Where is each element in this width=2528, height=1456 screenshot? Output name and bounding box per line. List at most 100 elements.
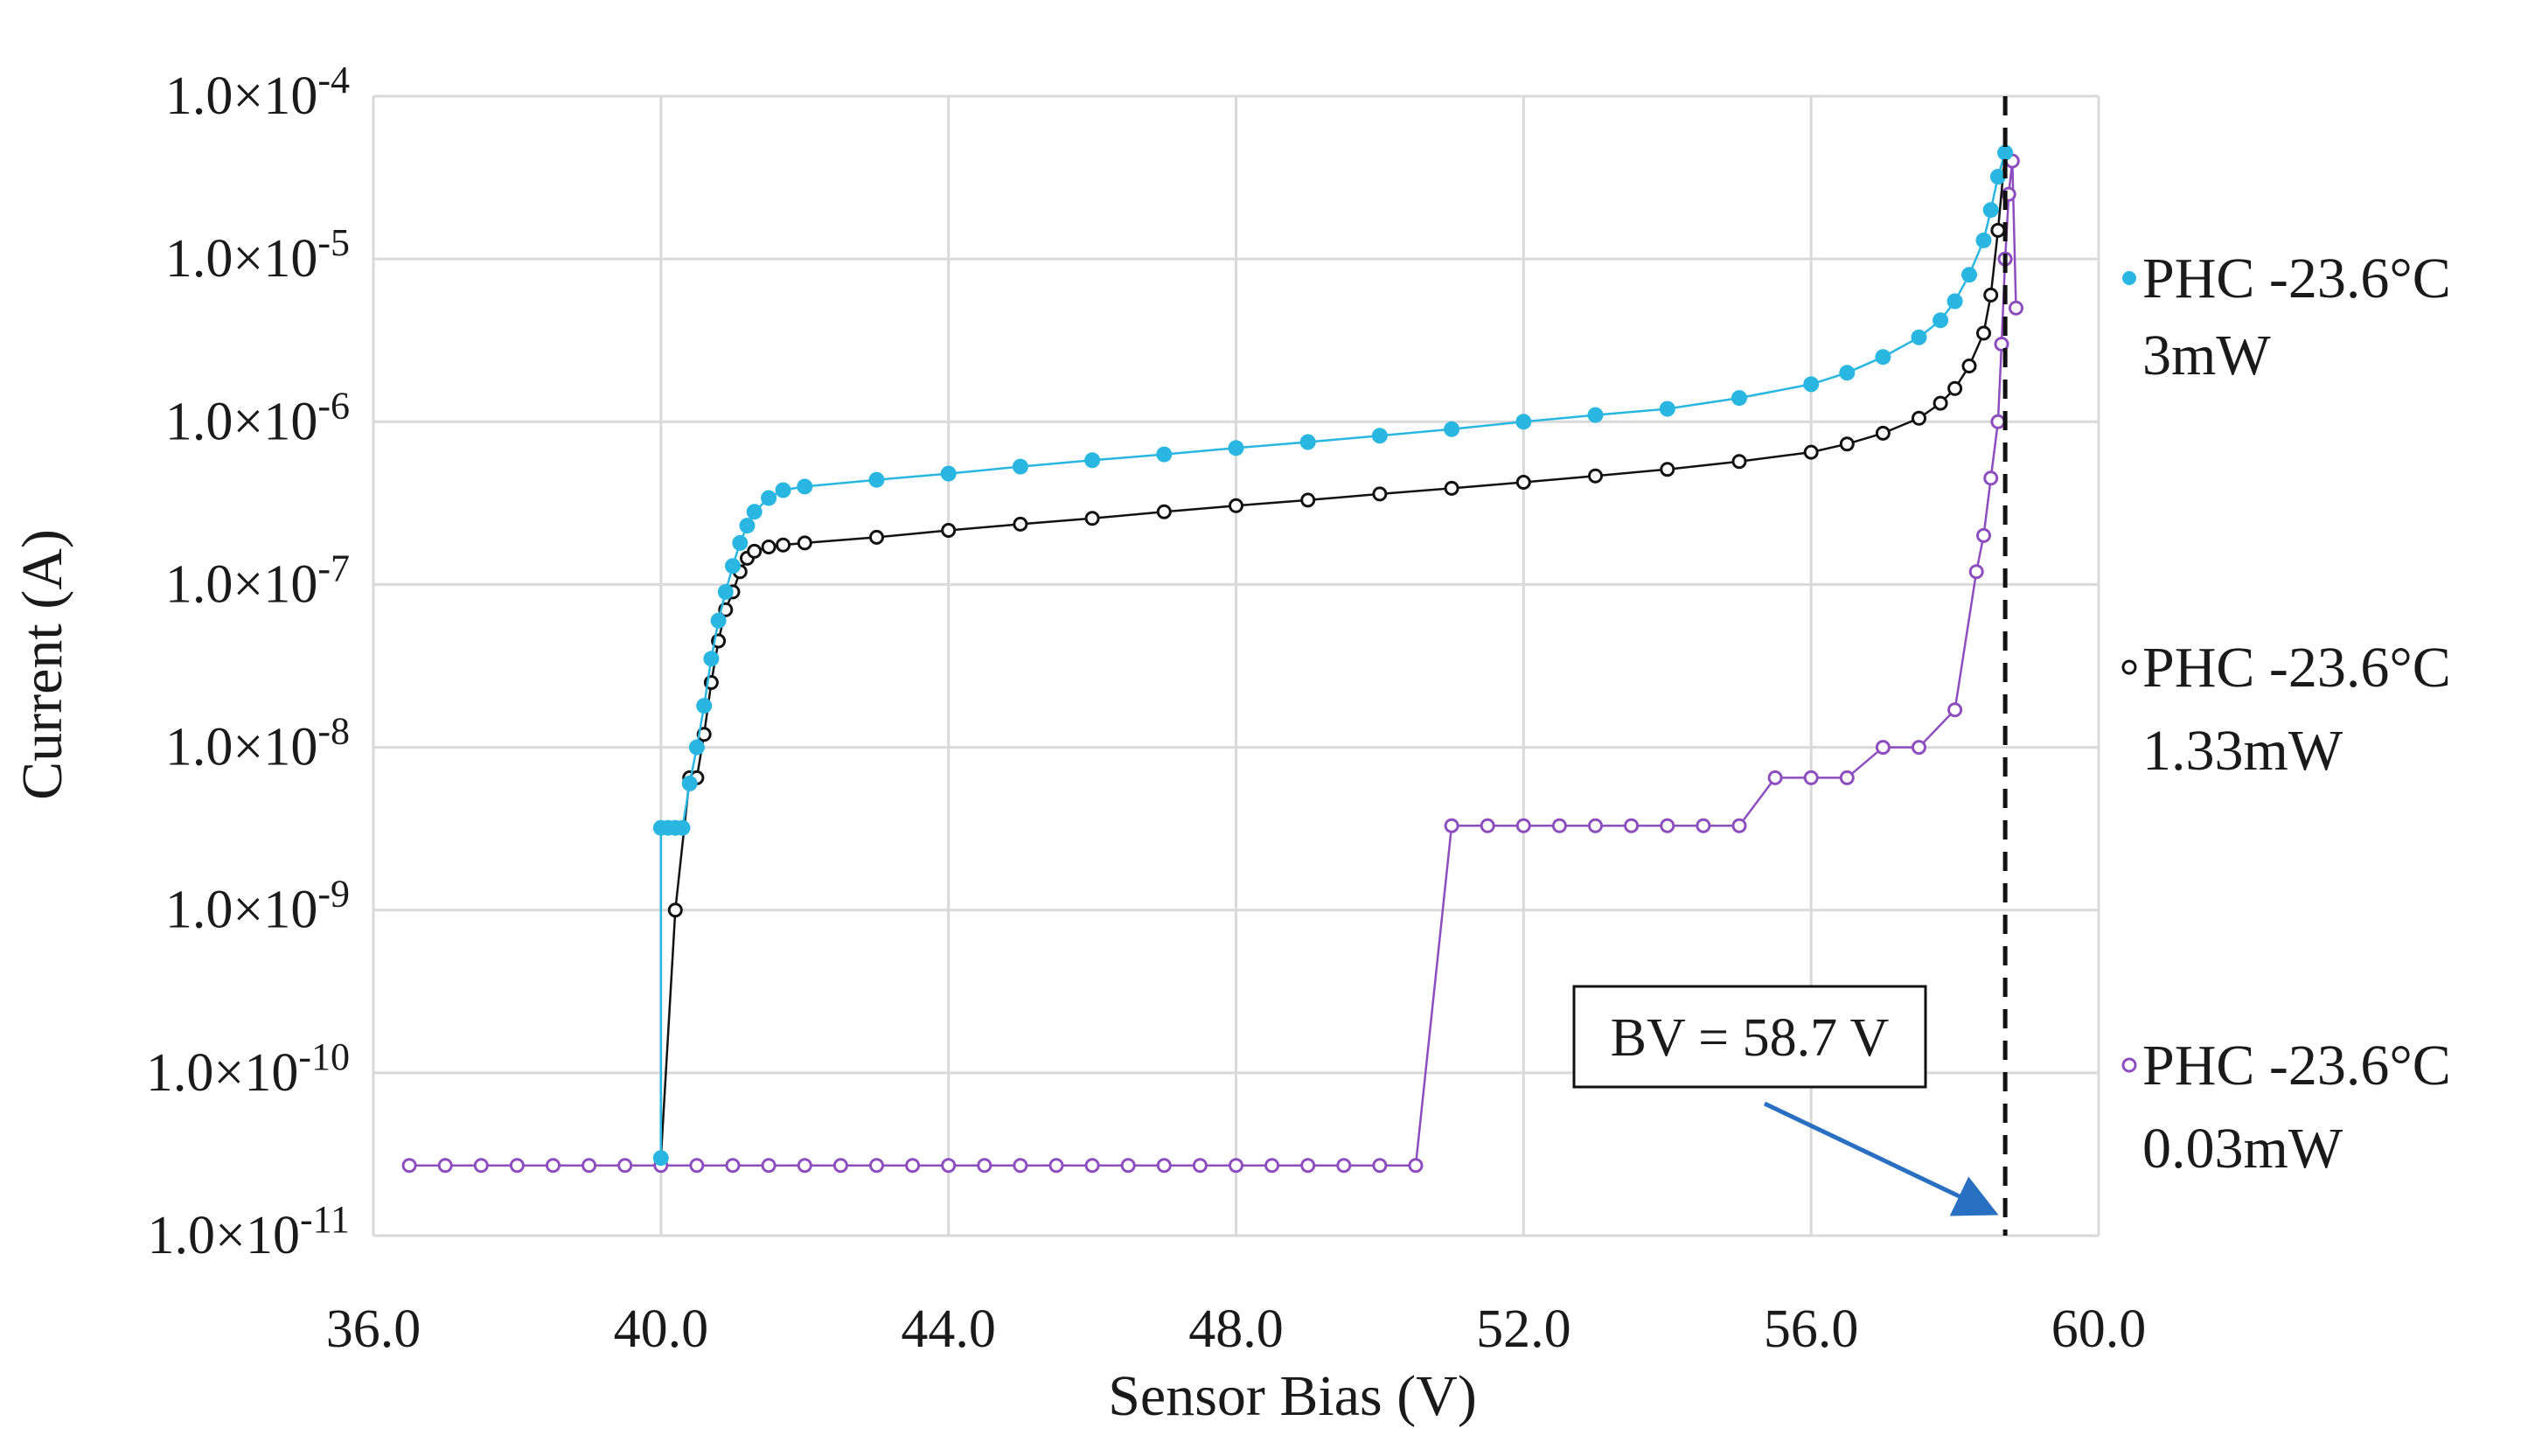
data-point-0-03mw [1515, 818, 1531, 833]
data-point-1-33mw [696, 727, 712, 742]
data-point-3mw [1156, 446, 1173, 463]
data-point-0-03mw [437, 1158, 453, 1174]
data-point-0-03mw [905, 1158, 921, 1174]
y-tick-labels: 1.0×10-4 1.0×10-5 1.0×10-6 1.0×10-7 1.0×10-8… [146, 59, 350, 1265]
series-3mw [652, 144, 2014, 1167]
x-tick-label: 40.0 [614, 1299, 709, 1359]
data-point-0-03mw [1839, 770, 1855, 785]
data-point-0-03mw [1875, 740, 1891, 756]
data-point-3mw [1515, 414, 1532, 430]
data-point-0-03mw [1444, 818, 1459, 833]
data-point-3mw [761, 490, 777, 506]
data-point-3mw [1839, 365, 1856, 381]
data-point-3mw [674, 819, 691, 836]
data-point-1-33mw [941, 523, 957, 538]
data-point-3mw [1989, 169, 2006, 185]
data-point-0-03mw [509, 1158, 525, 1174]
data-point-3mw [732, 534, 749, 551]
data-point-1-33mw [1013, 516, 1028, 532]
data-point-1-33mw [1976, 325, 1991, 341]
y-tick-label: 1.0×10-9 [165, 873, 350, 940]
data-point-0-03mw [1968, 564, 1984, 580]
x-tick-label: 48.0 [1188, 1299, 1284, 1359]
data-point-3mw [1997, 144, 2014, 161]
data-point-0-03mw [1983, 470, 1999, 486]
data-point-1-33mw [776, 537, 791, 553]
data-point-0-03mw [401, 1158, 417, 1174]
data-point-0-03mw [2009, 300, 2023, 316]
data-point-1-33mw [1875, 425, 1891, 441]
data-point-0-03mw [1013, 1158, 1028, 1174]
data-point-3mw [710, 612, 727, 629]
data-point-0-03mw [1947, 702, 1963, 718]
data-point-1-33mw [869, 529, 884, 545]
legend-label-0-03mw-line2: 0.03mW [2142, 1117, 2343, 1181]
data-point-0-03mw [1976, 527, 1991, 543]
data-point-0-03mw [869, 1158, 884, 1174]
legend-marker-3mw [2122, 271, 2136, 285]
data-point-0-03mw [941, 1158, 957, 1174]
data-point-3mw [1587, 407, 1604, 423]
x-tick-label: 44.0 [901, 1299, 996, 1359]
x-tick-label: 56.0 [1764, 1299, 1859, 1359]
data-point-0-03mw [1372, 1158, 1388, 1174]
data-point-0-03mw [1660, 818, 1675, 833]
x-axis-title: Sensor Bias (V) [1108, 1364, 1477, 1428]
data-point-3mw [688, 739, 705, 756]
data-point-0-03mw [1551, 818, 1567, 833]
legend-item-1-33mw: PHC -23.6°C 1.33mW [2121, 636, 2451, 783]
data-point-3mw [703, 651, 720, 667]
y-tick-label: 1.0×10-6 [165, 384, 350, 451]
bv-annotation-text: BV = 58.7 V [1611, 1008, 1890, 1068]
x-tick-label: 36.0 [326, 1299, 421, 1359]
x-tick-label: 60.0 [2051, 1299, 2147, 1359]
data-point-0-03mw [1408, 1158, 1424, 1174]
data-point-3mw [1371, 428, 1388, 444]
data-point-0-03mw [546, 1158, 561, 1174]
legend-label-3mw-line2: 3mW [2142, 324, 2271, 387]
data-point-0-03mw [1084, 1158, 1100, 1174]
data-point-3mw [746, 504, 763, 520]
data-point-3mw [681, 775, 698, 791]
data-point-3mw [1961, 267, 1977, 283]
data-point-1-33mw [1084, 511, 1100, 526]
data-point-1-33mw [1731, 454, 1747, 470]
data-point-3mw [696, 698, 713, 714]
legend: PHC -23.6°C 3mW PHC -23.6°C 1.33mW PHC -… [2121, 247, 2451, 1181]
data-point-3mw [1975, 232, 1992, 248]
x-tick-label: 52.0 [1476, 1299, 1571, 1359]
data-point-0-03mw [1156, 1158, 1172, 1174]
data-point-3mw [1299, 434, 1316, 450]
data-point-0-03mw [797, 1158, 812, 1174]
data-point-1-33mw [1300, 492, 1316, 508]
legend-label-0-03mw-line1: PHC -23.6°C [2142, 1034, 2451, 1097]
data-point-1-33mw [1660, 462, 1675, 477]
data-point-1-33mw [1933, 395, 1948, 411]
data-point-0-03mw [473, 1158, 489, 1174]
data-point-3mw [1012, 458, 1028, 475]
legend-item-3mw: PHC -23.6°C 3mW [2122, 247, 2451, 387]
data-point-0-03mw [1229, 1158, 1243, 1174]
legend-label-1-33mw-line2: 1.33mW [2142, 719, 2343, 783]
data-point-0-03mw [977, 1158, 992, 1174]
data-point-3mw [717, 583, 734, 600]
data-point-3mw [797, 478, 813, 495]
data-point-0-03mw [1912, 740, 1926, 756]
data-point-3mw [1084, 452, 1101, 469]
data-point-0-03mw [1767, 770, 1783, 785]
data-point-3mw [1731, 390, 1747, 407]
data-point-1-33mw [1515, 475, 1531, 490]
data-point-0-03mw [832, 1158, 848, 1174]
data-point-3mw [1444, 421, 1460, 437]
data-point-1-33mw [1912, 410, 1926, 426]
data-point-0-03mw [1731, 818, 1747, 833]
data-point-1-33mw [1372, 486, 1388, 502]
y-tick-label: 1.0×10-8 [165, 710, 350, 777]
data-point-3mw [1659, 401, 1675, 417]
data-point-1-33mw [1803, 444, 1819, 460]
data-point-1-33mw [667, 902, 683, 918]
data-point-0-03mw [725, 1158, 741, 1174]
data-point-0-03mw [1624, 818, 1640, 833]
x-tick-labels: 36.0 40.0 44.0 48.0 52.0 56.0 60.0 [326, 1299, 2147, 1359]
data-point-0-03mw [1696, 818, 1711, 833]
